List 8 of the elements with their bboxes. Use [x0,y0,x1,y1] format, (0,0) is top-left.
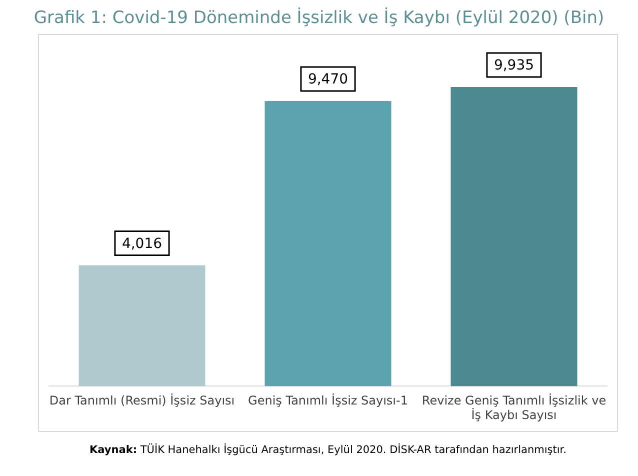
text: Kaynak: TÜİK Hanehalkı İşgücü Araştırması, Eylül 2020. DİSK-AR tarafından hazırlanmıştır. [88,444,568,456]
data-label: 4,016 [122,236,162,252]
x-tick-label: Geniş Tanımlı İşsiz Sayısı-1 [248,394,408,408]
data-label: 9,935 [494,58,534,74]
x-tick-label: Dar Tanımlı (Resmi) İşsiz Sayısı [49,394,235,408]
x-tick-label: Revize Geniş Tanımlı İşsizlik ve İş Kaybı Sayısı [422,394,606,422]
data-label: 9,470 [308,72,348,88]
chart-title: Grafik 1: Covid-19 Döneminde İşsizlik ve İş Kaybı (Eylül 2020) (Bin) [32,8,606,30]
